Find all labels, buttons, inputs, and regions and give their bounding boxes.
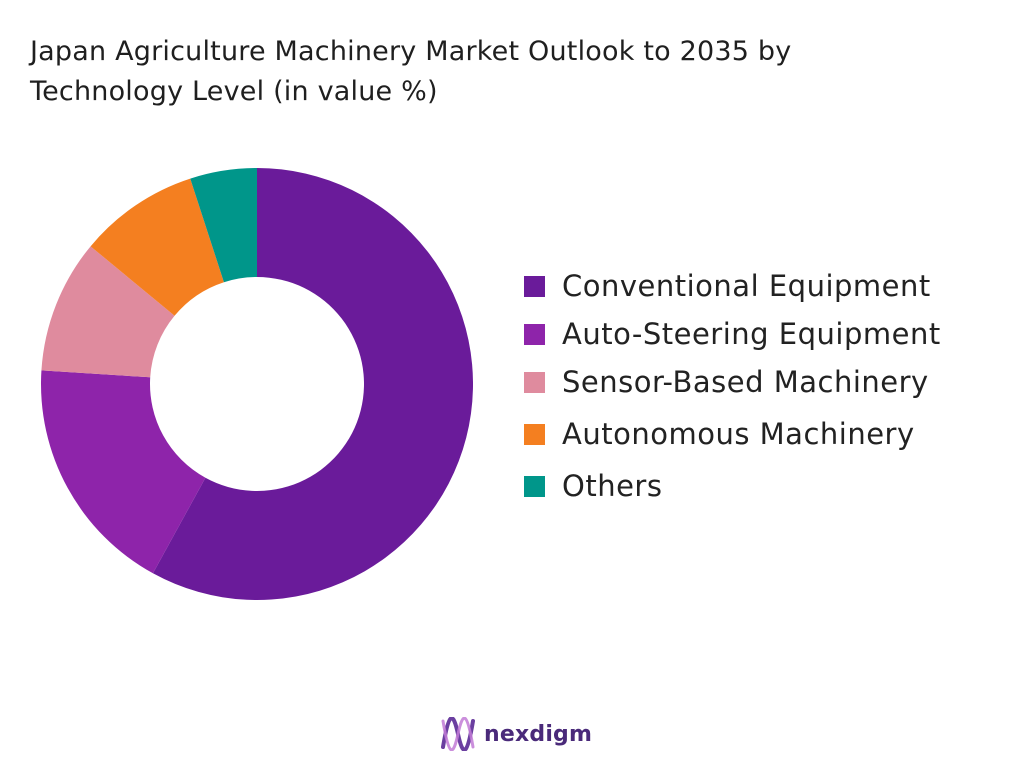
legend-label: Auto-Steering Equipment: [562, 317, 941, 351]
legend-swatch: [524, 475, 545, 497]
legend-swatch: [524, 275, 545, 297]
nexdigm-logo-icon: [441, 717, 475, 751]
legend-label: Sensor-Based Machinery: [562, 365, 929, 399]
legend-swatch: [524, 371, 545, 393]
legend-item-others: Others: [524, 462, 941, 510]
legend: Conventional Equipment Auto-Steering Equi…: [524, 262, 941, 510]
donut-slice-conventional-equipment: [152, 168, 473, 600]
chart-title-line-2: Technology Level (in value %): [30, 76, 438, 107]
legend-label: Conventional Equipment: [562, 269, 931, 303]
brand-logo: nexdigm: [440, 714, 592, 754]
legend-item-autonomous-machinery: Autonomous Machinery: [524, 410, 941, 458]
chart-title: Japan Agriculture Machinery Market Outlo…: [30, 32, 990, 112]
legend-item-conventional-equipment: Conventional Equipment: [524, 262, 941, 310]
legend-label: Autonomous Machinery: [562, 417, 915, 451]
donut-slice-sensor-based-machinery: [41, 246, 175, 378]
donut-slice-auto-steering-equipment: [40, 370, 206, 574]
brand-name: nexdigm: [484, 721, 593, 747]
legend-swatch: [524, 423, 545, 445]
legend-label: Others: [562, 469, 663, 503]
chart-title-line-1: Japan Agriculture Machinery Market Outlo…: [30, 36, 792, 67]
legend-item-sensor-based-machinery: Sensor-Based Machinery: [524, 358, 941, 406]
donut-slice-others: [190, 168, 257, 283]
donut-slice-autonomous-machinery: [90, 178, 224, 316]
legend-swatch: [524, 323, 545, 345]
legend-item-auto-steering-equipment: Auto-Steering Equipment: [524, 310, 941, 358]
